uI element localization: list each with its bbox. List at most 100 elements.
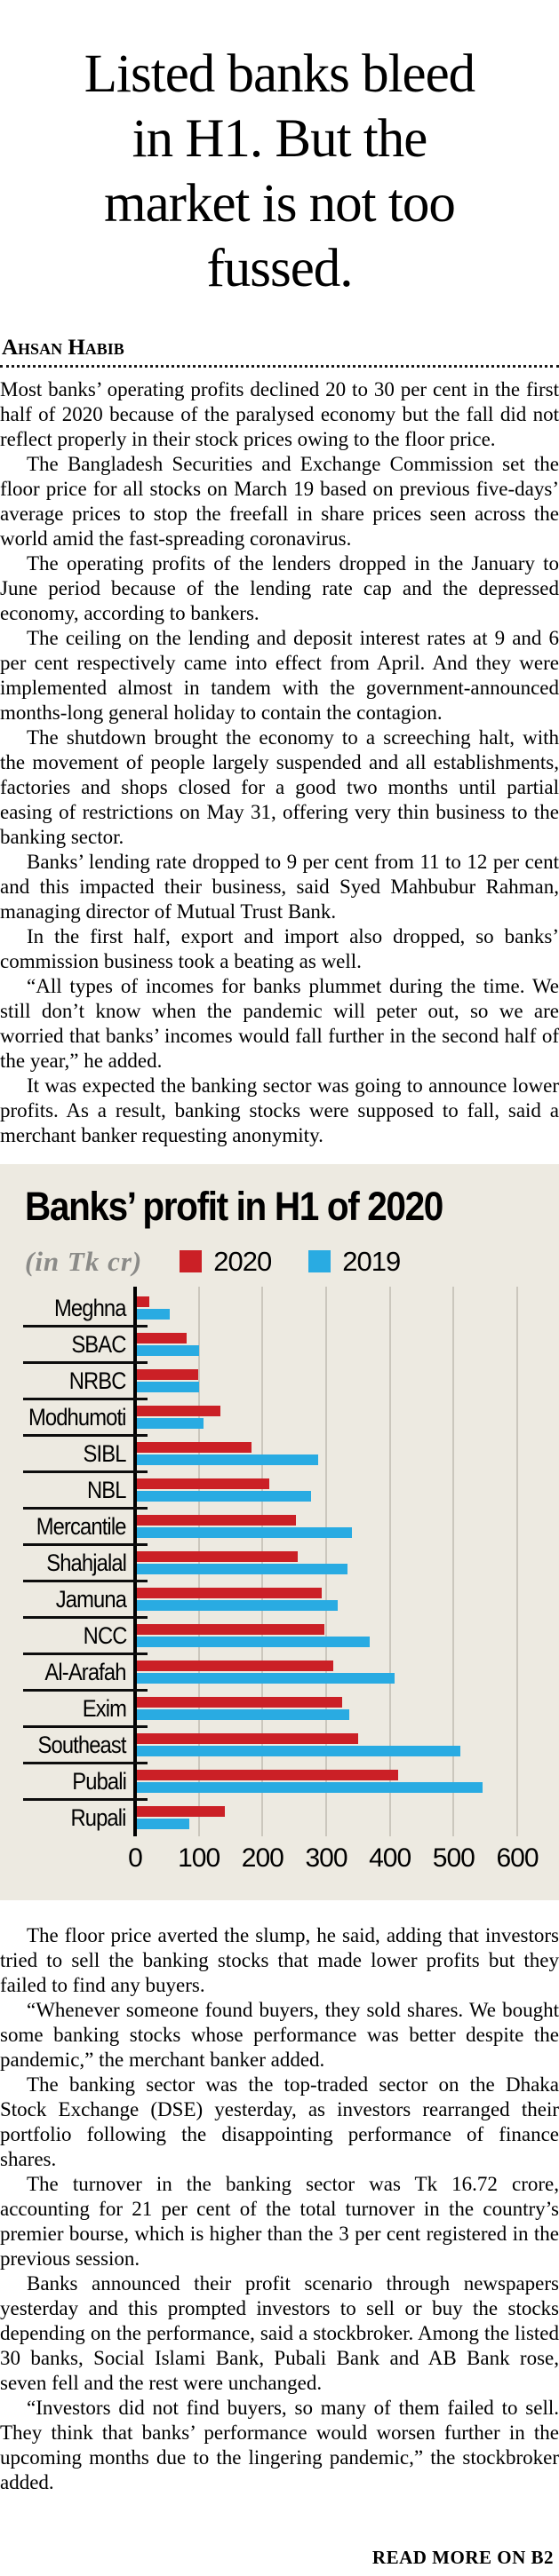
bar-2019 [137,1382,199,1393]
bank-label-text: Rupali [70,1803,127,1831]
chart-row: Meghna [0,1290,559,1328]
bar-2019 [137,1309,170,1320]
bank-label: Southeast [0,1732,133,1759]
bank-label: Mercantile [0,1513,133,1541]
bar-group [137,1661,395,1684]
bar-2019 [137,1819,189,1830]
row-separator [23,1653,148,1656]
bar-group [137,1296,170,1320]
chart-row: NBL [0,1472,559,1510]
bank-label-text: Meghna [54,1294,126,1321]
article-paragraph: The shutdown brought the economy to a sc… [0,725,559,848]
bank-label-text: Exim [82,1694,127,1722]
row-separator [23,1434,148,1438]
bank-label: Pubali [0,1768,133,1795]
bar-group [137,1406,220,1430]
bank-label: NRBC [0,1367,133,1395]
bank-label-text: NBL [87,1476,126,1503]
row-separator [23,1798,148,1802]
row-separator [23,1398,148,1401]
x-tick-label: 400 [369,1843,411,1873]
legend-item-2019: 2019 [308,1246,401,1278]
read-more-note: READ MORE ON B2 [371,2547,554,2568]
bank-label: Exim [0,1695,133,1723]
article-body-top: Most banks’ operating profits declined 2… [0,377,559,1148]
bar-group [137,1806,225,1830]
x-tick-label: 600 [496,1843,539,1873]
article-paragraph: “Whenever someone found buyers, they sol… [0,1998,559,2071]
article-paragraph: It was expected the banking sector was g… [0,1074,559,1146]
bank-label: SBAC [0,1331,133,1359]
bar-group [137,1697,349,1721]
x-tick-label: 0 [128,1843,143,1873]
chart-legend: (in Tk cr) 2020 2019 [25,1246,559,1278]
bank-label-text: NCC [83,1621,127,1649]
article-paragraph: Most banks’ operating profits declined 2… [0,377,559,450]
x-tick-label: 100 [178,1843,220,1873]
bank-label-text: SBAC [71,1330,127,1358]
bank-label: SIBL [0,1440,133,1468]
row-separator [23,1689,148,1692]
bank-label: Shahjalal [0,1550,133,1577]
bank-label-text: SIBL [83,1439,127,1467]
bank-label-text: Southeast [37,1731,127,1758]
headline: Listed banks bleed in H1. But the market i… [0,36,559,301]
article-body-bottom: The floor price averted the slump, he sa… [0,1923,559,2495]
bar-2019 [137,1782,483,1794]
bank-label-text: Modhumoti [28,1403,127,1431]
chart-row: NRBC [0,1363,559,1401]
article-paragraph: The Bangladesh Securities and Exchange C… [0,452,559,550]
chart-panel: Banks’ profit in H1 of 2020 (in Tk cr) 2… [0,1163,559,1900]
chart-unit-label: (in Tk cr) [25,1245,143,1277]
gridline [325,1286,327,1836]
bar-2019 [137,1564,347,1575]
bar-2019 [137,1709,349,1721]
bar-2020 [137,1369,198,1381]
bank-label-text: Al-Arafah [44,1658,127,1685]
bank-label-text: Mercantile [36,1512,127,1540]
bar-2020 [137,1624,324,1636]
bank-label: Meghna [0,1295,133,1322]
plot-rows: Meghna SBAC NRBC Modhumoti SIBL NBL Mercantile… [0,1290,559,1836]
bar-2020 [137,1770,398,1781]
bar-2019 [137,1600,338,1612]
bar-2019 [137,1673,395,1684]
chart-row: Shahjalal [0,1545,559,1583]
dotted-divider [0,364,559,368]
x-tick-label: 200 [241,1843,284,1873]
headline-line: in H1. But the [132,108,428,169]
bar-2019 [137,1454,318,1466]
bar-group [137,1588,338,1612]
bank-label-text: NRBC [69,1367,127,1394]
bar-group [137,1442,318,1466]
bar-2020 [137,1442,252,1454]
chart-row: Al-Arafah [0,1654,559,1692]
row-separator [23,1543,148,1547]
headline-line: Listed banks bleed [84,44,475,104]
bank-label-text: Pubali [72,1767,127,1795]
chart-title: Banks’ profit in H1 of 2020 [25,1183,443,1229]
row-separator [23,1470,148,1474]
bar-group [137,1478,311,1502]
bank-label: Al-Arafah [0,1659,133,1686]
chart-row: Modhumoti [0,1399,559,1438]
row-separator [23,1616,148,1620]
x-tick-label: 500 [432,1843,475,1873]
chart-row: Jamuna [0,1581,559,1620]
chart-row: SIBL [0,1436,559,1474]
chart-row: SBAC [0,1327,559,1365]
x-axis: 0 100 200 300 400 500 600 [0,1843,559,1879]
legend-item-2020: 2020 [180,1246,272,1278]
gridline [452,1286,455,1836]
bar-group [137,1624,370,1648]
bar-2020 [137,1551,298,1563]
article-paragraph: The floor price averted the slump, he sa… [0,1923,559,1996]
byline: Ahsan Habib [2,335,124,360]
legend-swatch-2019 [308,1250,331,1273]
article-paragraph: In the first half, export and import als… [0,924,559,972]
bar-2020 [137,1515,296,1526]
chart-row: NCC [0,1618,559,1656]
bar-2020 [137,1697,342,1708]
chart-row: Southeast [0,1727,559,1765]
